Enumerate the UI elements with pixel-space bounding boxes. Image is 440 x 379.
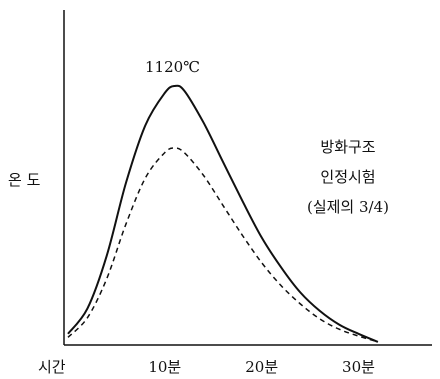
- x-tick-label: 20분: [245, 358, 278, 376]
- series-line-solid: [67, 84, 379, 343]
- y-axis-label: 온 도: [8, 171, 41, 189]
- note-line-1: 방화구조: [320, 138, 375, 156]
- x-axis-label: 시간: [38, 358, 66, 376]
- note-line-2: 인정시험: [320, 168, 375, 186]
- x-tick-label: 10분: [148, 358, 181, 376]
- note-line-3: (실제의 3/4): [307, 198, 389, 216]
- x-tick-labels: 10분 20분 30분: [148, 358, 375, 376]
- x-tick-label: 30분: [342, 358, 375, 376]
- series-line-dashed: [67, 147, 379, 343]
- peak-annotation: 1120℃: [145, 58, 200, 76]
